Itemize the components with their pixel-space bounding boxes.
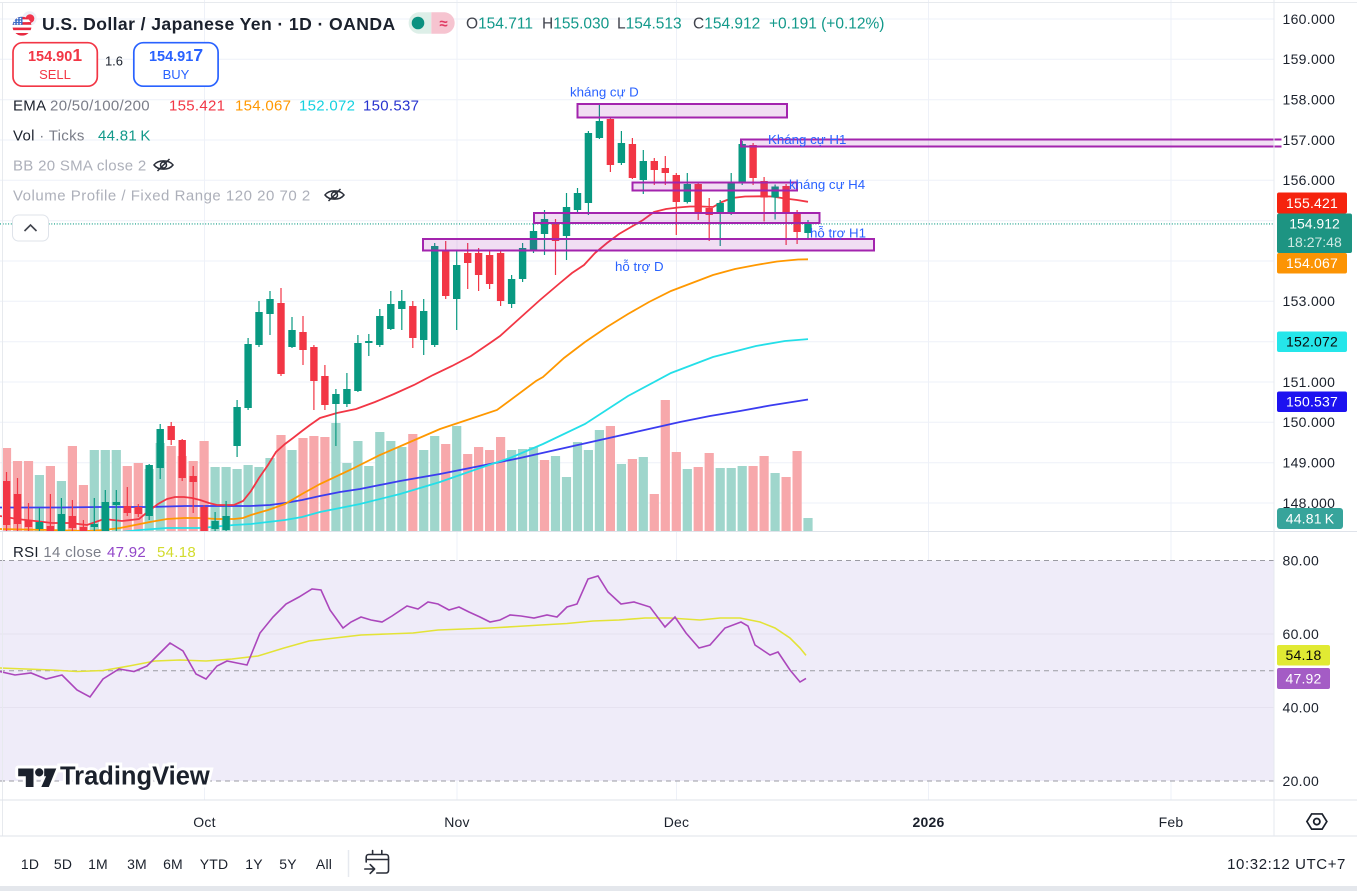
svg-text:Feb: Feb <box>1159 814 1184 830</box>
svg-text:156.000: 156.000 <box>1283 172 1336 188</box>
svg-text:153.000: 153.000 <box>1283 293 1336 309</box>
svg-text:5D: 5D <box>54 856 72 872</box>
svg-text:150.537: 150.537 <box>363 98 419 115</box>
svg-text:TradingView: TradingView <box>60 763 210 791</box>
svg-text:154.917: 154.917 <box>149 45 203 65</box>
svg-text:RSI 14 close: RSI 14 close <box>13 544 102 561</box>
svg-text:159.000: 159.000 <box>1283 51 1336 67</box>
svg-text:5Y: 5Y <box>279 856 297 872</box>
svg-text:20.00: 20.00 <box>1283 773 1320 789</box>
svg-text:L154.513: L154.513 <box>617 16 682 33</box>
svg-text:Oct: Oct <box>193 814 215 830</box>
svg-text:hỗ trợ D: hỗ trợ D <box>615 259 664 274</box>
svg-text:SELL: SELL <box>39 67 71 82</box>
svg-text:Vol · Ticks: Vol · Ticks <box>13 128 85 145</box>
svg-text:152.072: 152.072 <box>299 98 355 115</box>
svg-text:BUY: BUY <box>163 67 190 82</box>
svg-text:152.072: 152.072 <box>1286 334 1338 350</box>
svg-text:154.067: 154.067 <box>1286 255 1338 271</box>
svg-text:Dec: Dec <box>664 814 690 830</box>
svg-text:54.18: 54.18 <box>1285 647 1321 663</box>
svg-text:54.18: 54.18 <box>157 544 196 561</box>
svg-text:47.92: 47.92 <box>107 544 146 561</box>
svg-text:EMA 20/50/100/200: EMA 20/50/100/200 <box>13 98 150 115</box>
svg-text:154.912: 154.912 <box>1289 216 1340 232</box>
svg-text:1.6: 1.6 <box>105 54 123 69</box>
svg-text:kháng cự D: kháng cự D <box>570 85 639 100</box>
svg-text:YTD: YTD <box>200 856 229 872</box>
svg-text:1Y: 1Y <box>245 856 263 872</box>
svg-text:150.000: 150.000 <box>1283 414 1336 430</box>
svg-text:155.421: 155.421 <box>169 98 225 115</box>
svg-text:2026: 2026 <box>913 814 945 830</box>
svg-text:1M: 1M <box>88 856 108 872</box>
svg-text:157.000: 157.000 <box>1283 132 1336 148</box>
svg-text:Volume Profile / Fixed Range 1: Volume Profile / Fixed Range 120 20 70 2 <box>13 188 311 205</box>
svg-text:kháng cự H4: kháng cự H4 <box>789 177 865 192</box>
svg-text:3M: 3M <box>127 856 147 872</box>
svg-text:148.000: 148.000 <box>1283 495 1336 511</box>
svg-text:40.00: 40.00 <box>1283 699 1320 715</box>
svg-text:Kháng cự H1: Kháng cự H1 <box>768 132 846 147</box>
svg-text:44.81 K: 44.81 K <box>98 128 151 145</box>
svg-text:18:27:48: 18:27:48 <box>1287 234 1342 250</box>
svg-text:149.000: 149.000 <box>1283 455 1336 471</box>
svg-text:150.537: 150.537 <box>1286 394 1338 410</box>
svg-text:BB 20 SMA close 2: BB 20 SMA close 2 <box>13 158 147 175</box>
svg-text:160.000: 160.000 <box>1283 11 1336 27</box>
svg-text:10:32:12 UTC+7: 10:32:12 UTC+7 <box>1227 856 1346 873</box>
svg-text:151.000: 151.000 <box>1283 374 1336 390</box>
svg-text:U.S. Dollar / Japanese Yen · 1: U.S. Dollar / Japanese Yen · 1D · OANDA <box>42 14 396 34</box>
svg-text:1D: 1D <box>21 856 39 872</box>
svg-text:hỗ trợ H1: hỗ trợ H1 <box>810 226 866 241</box>
svg-text:44.81 K: 44.81 K <box>1286 510 1335 526</box>
svg-text:154.067: 154.067 <box>235 98 291 115</box>
svg-text:47.92: 47.92 <box>1285 670 1321 686</box>
svg-text:158.000: 158.000 <box>1283 92 1336 108</box>
svg-text:≈: ≈ <box>439 16 447 33</box>
svg-text:All: All <box>316 856 332 872</box>
svg-text:C154.912: C154.912 <box>693 16 760 33</box>
svg-text:60.00: 60.00 <box>1283 626 1320 642</box>
svg-text:6M: 6M <box>163 856 183 872</box>
svg-text:155.421: 155.421 <box>1286 195 1338 211</box>
svg-text:80.00: 80.00 <box>1283 552 1320 568</box>
svg-text:154.901: 154.901 <box>28 45 82 65</box>
svg-text:Nov: Nov <box>444 814 470 830</box>
svg-text:H155.030: H155.030 <box>542 16 610 33</box>
svg-text:+0.191 (+0.12%): +0.191 (+0.12%) <box>769 16 884 33</box>
svg-text:O154.711: O154.711 <box>466 16 533 33</box>
